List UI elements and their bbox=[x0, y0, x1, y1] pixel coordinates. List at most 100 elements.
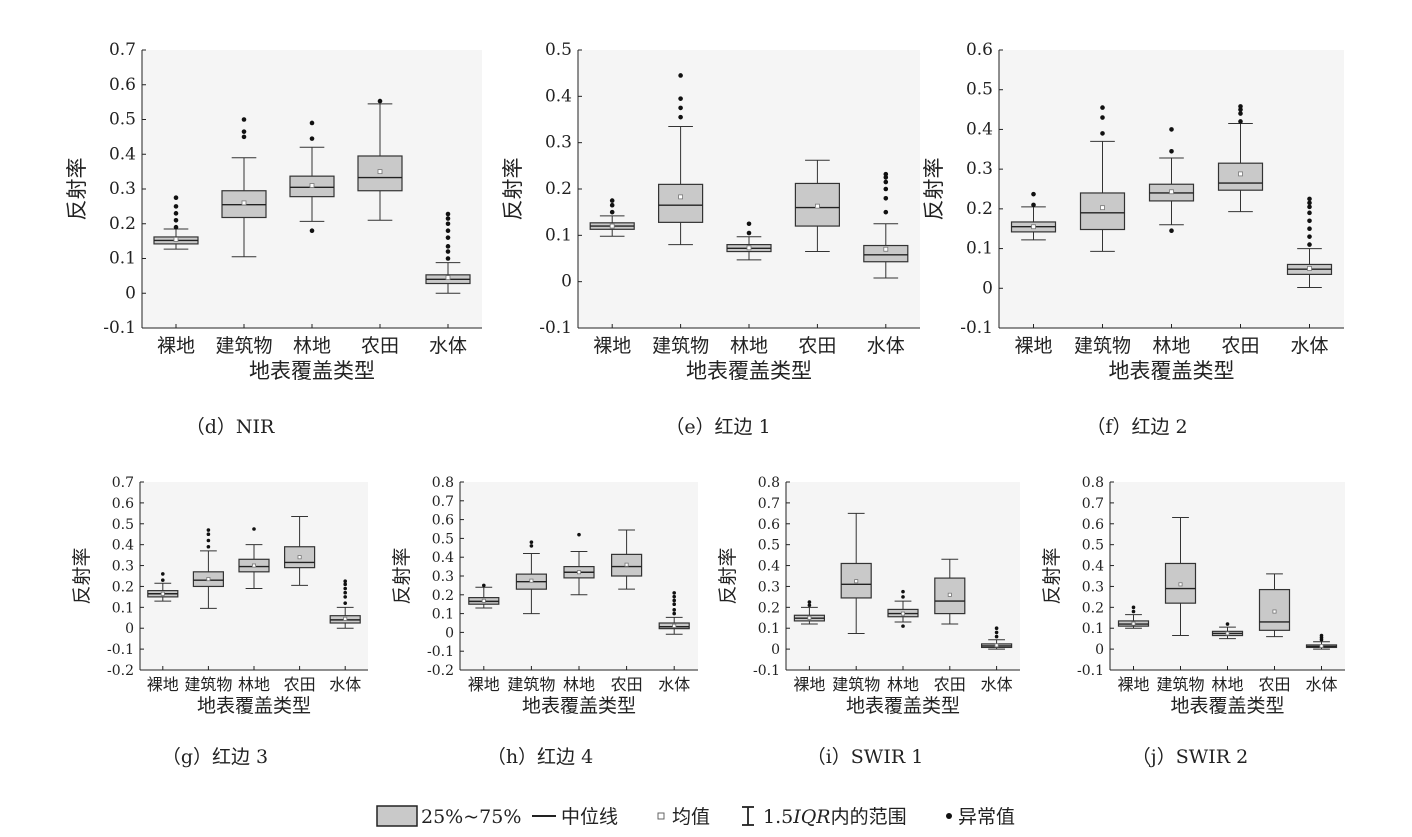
y-tick-label: 0.5 bbox=[109, 110, 136, 130]
outlier-point bbox=[377, 98, 383, 104]
outlier-point bbox=[901, 595, 905, 599]
outlier-point bbox=[1238, 111, 1243, 116]
y-tick-label: 0.8 bbox=[1082, 475, 1104, 491]
mean-marker bbox=[343, 616, 348, 621]
y-tick-label: 0.5 bbox=[966, 80, 993, 100]
outlier-point bbox=[1031, 202, 1036, 208]
outlier-point bbox=[1307, 218, 1312, 224]
panel-caption: （f）红边 2 bbox=[1086, 416, 1187, 438]
y-tick-label: 0.2 bbox=[112, 579, 134, 595]
legend-mean-label: 均值 bbox=[672, 806, 710, 828]
x-tick-label: 林地 bbox=[238, 675, 270, 694]
iqr-box bbox=[1217, 162, 1264, 191]
legend-box-label: 25%~75% bbox=[421, 806, 521, 828]
mean-marker bbox=[1178, 582, 1183, 587]
panel-caption: （i）SWIR 1 bbox=[807, 746, 924, 768]
mean-marker bbox=[609, 223, 615, 229]
outlier-point bbox=[445, 244, 451, 249]
iqr-box bbox=[1079, 192, 1126, 231]
box-f-2 bbox=[1148, 127, 1195, 233]
mean-marker bbox=[994, 643, 999, 648]
mean-marker bbox=[746, 245, 752, 251]
outlier-point bbox=[206, 544, 211, 549]
chart-panel-g: -0.2 -0.1 0 0.1 0.2 0.3 0.4 0.5 0.6 0.7 裸地 建筑物 林地 农田水… bbox=[71, 475, 368, 768]
x-tick-label: 农田 bbox=[1258, 675, 1290, 694]
box-f-1 bbox=[1079, 105, 1126, 252]
mean-marker bbox=[1131, 621, 1136, 626]
outlier-point bbox=[173, 211, 179, 216]
box-g-3 bbox=[284, 515, 316, 586]
mean-marker bbox=[577, 570, 582, 575]
box-d-4 bbox=[425, 211, 471, 294]
box-e-0 bbox=[589, 198, 635, 237]
outlier-point bbox=[445, 256, 451, 261]
y-tick-label: 0.5 bbox=[112, 517, 134, 533]
box-h-0 bbox=[468, 583, 500, 609]
y-axis-title: 反射率 bbox=[717, 547, 739, 604]
box-h-2 bbox=[563, 532, 595, 596]
outlier-point bbox=[1031, 191, 1036, 197]
y-tick-label: -0.1 bbox=[960, 318, 993, 338]
x-tick-label: 农田 bbox=[284, 675, 316, 694]
box-h-1 bbox=[515, 540, 548, 615]
mean-marker bbox=[1031, 224, 1036, 230]
legend-mean-swatch bbox=[657, 812, 665, 820]
outlier-point bbox=[672, 611, 676, 616]
box-f-4 bbox=[1286, 196, 1333, 288]
outlier-point bbox=[252, 527, 256, 531]
outlier-point bbox=[994, 626, 999, 631]
box-h-3 bbox=[610, 529, 643, 590]
y-tick-label: 0.1 bbox=[112, 600, 134, 616]
legend-whisker-label: 1.5IQR内的范围 bbox=[763, 806, 907, 828]
y-tick-label: 0 bbox=[771, 642, 780, 658]
plot-area bbox=[1110, 482, 1345, 670]
outlier-point bbox=[1238, 104, 1243, 109]
box-f-3 bbox=[1217, 104, 1264, 213]
outlier-point bbox=[343, 595, 348, 599]
y-axis-title: 反射率 bbox=[391, 547, 413, 604]
x-tick-label: 建筑物 bbox=[652, 335, 709, 357]
x-tick-label: 林地 bbox=[887, 675, 919, 694]
outlier-point bbox=[1307, 226, 1312, 232]
mean-marker bbox=[1238, 171, 1243, 177]
x-tick-label: 水体 bbox=[867, 335, 905, 357]
chart-panel-d: -0.1 0 0.1 0.2 0.3 0.4 0.5 0.6 0.7 裸地 建筑物 林地 农田 水体 反射率… bbox=[65, 40, 482, 438]
box-i-1 bbox=[840, 512, 872, 634]
outlier-point bbox=[529, 544, 534, 548]
mean-marker bbox=[1272, 609, 1277, 614]
outlier-point bbox=[445, 216, 451, 221]
mean-marker bbox=[1307, 266, 1312, 271]
outlier-point bbox=[678, 96, 683, 101]
y-tick-label: -0.1 bbox=[427, 644, 454, 660]
y-tick-label: -0.1 bbox=[1077, 663, 1104, 679]
y-tick-label: 0.4 bbox=[1082, 559, 1104, 575]
outlier-point bbox=[577, 532, 581, 537]
x-tick-label: 农田 bbox=[361, 335, 399, 357]
legend-box-swatch bbox=[376, 805, 418, 827]
y-tick-label: 0.3 bbox=[1082, 579, 1104, 595]
y-tick-label: 0.2 bbox=[966, 199, 993, 219]
panel-caption: （g）红边 3 bbox=[162, 746, 268, 768]
outlier-point bbox=[1238, 119, 1243, 124]
box-h-4 bbox=[658, 591, 690, 635]
outlier-point bbox=[343, 590, 348, 595]
panel-caption: （j）SWIR 2 bbox=[1132, 746, 1248, 768]
box-g-2 bbox=[238, 527, 270, 590]
y-axis-title: 反射率 bbox=[65, 158, 89, 221]
iqr-box bbox=[863, 244, 909, 263]
x-tick-label: 林地 bbox=[293, 335, 331, 357]
outlier-point bbox=[173, 195, 179, 200]
y-tick-label: 0.4 bbox=[545, 86, 572, 106]
x-tick-label: 裸地 bbox=[593, 335, 631, 357]
y-tick-label: 0.4 bbox=[109, 144, 136, 164]
outlier-point bbox=[173, 224, 179, 230]
outlier-point bbox=[672, 591, 676, 595]
x-tick-label: 水体 bbox=[981, 675, 1013, 694]
box-i-0 bbox=[793, 600, 826, 625]
box-i-4 bbox=[980, 626, 1013, 650]
y-tick-label: 0 bbox=[445, 625, 454, 641]
mean-marker bbox=[1225, 631, 1230, 636]
legend-median-label: 中位线 bbox=[561, 806, 618, 828]
mean-marker bbox=[883, 246, 889, 252]
